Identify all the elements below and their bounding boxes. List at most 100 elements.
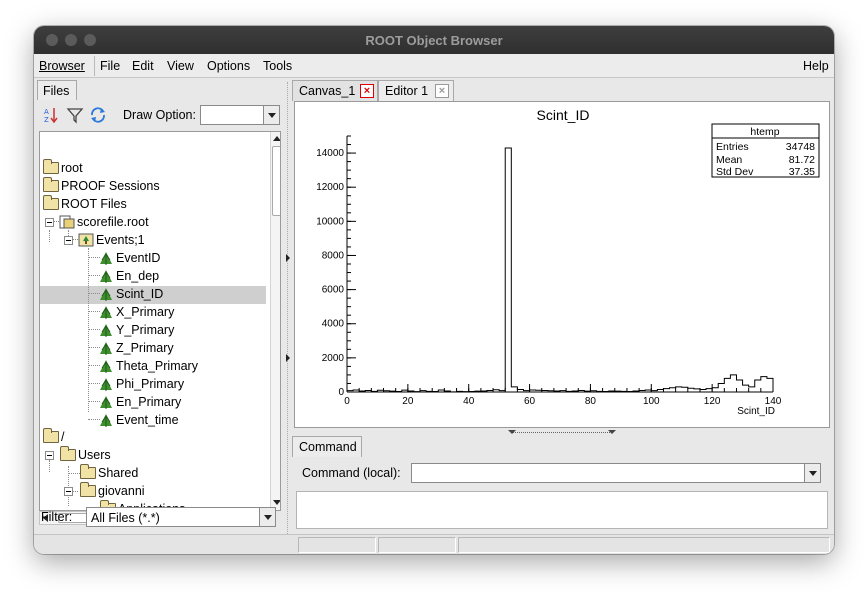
collapse-icon[interactable] <box>64 236 73 245</box>
svg-text:Z: Z <box>44 116 49 124</box>
svg-text:A: A <box>44 108 49 116</box>
collapse-down-icon[interactable] <box>508 430 516 434</box>
collapse-icon[interactable] <box>45 451 54 460</box>
scroll-left-icon[interactable] <box>43 514 48 522</box>
root-file-icon <box>59 215 75 229</box>
tree-item-branch[interactable]: X_Primary <box>40 303 266 321</box>
tab-canvas-1[interactable]: Canvas_1 × <box>292 80 378 101</box>
menu-browser[interactable]: Browser <box>39 59 85 73</box>
tree-item-label: En_dep <box>116 269 160 283</box>
chevron-down-icon[interactable] <box>263 106 279 124</box>
tree-item-branch[interactable]: Theta_Primary <box>40 357 266 375</box>
draw-option-select[interactable] <box>200 105 280 125</box>
x-tick-label: 0 <box>344 396 350 407</box>
tree-item-branch[interactable]: Z_Primary <box>40 339 266 357</box>
tree-item-label: X_Primary <box>116 305 175 319</box>
tree-item-slash[interactable]: / <box>40 428 266 446</box>
stats-entries-value: 34748 <box>786 141 815 153</box>
histogram-bin <box>736 380 742 392</box>
histogram-outline <box>346 147 774 393</box>
close-tab-icon[interactable]: × <box>360 84 374 98</box>
branch-leaf-icon <box>100 252 112 265</box>
tree-item-root[interactable]: root <box>40 159 266 177</box>
menu-view[interactable]: View <box>167 59 194 73</box>
tree-item-branch[interactable]: Y_Primary <box>40 321 266 339</box>
histogram-chart[interactable]: Scint_ID 0 20 40 60 80 100 120 140 0 2000 4000 6000… <box>295 102 829 427</box>
tree-item-branch[interactable]: En_dep <box>40 267 266 285</box>
tree-item-proof-sessions[interactable]: PROOF Sessions <box>40 177 266 195</box>
tree-item-root-files[interactable]: ROOT Files <box>40 195 266 213</box>
branch-leaf-icon <box>100 324 112 337</box>
tree-object-icon <box>78 233 94 247</box>
tree-item-label: Events;1 <box>96 233 145 247</box>
menu-tools[interactable]: Tools <box>263 59 292 73</box>
tab-command[interactable]: Command <box>292 436 362 457</box>
tree-item-branch[interactable]: Phi_Primary <box>40 375 266 393</box>
canvas-1[interactable]: Scint_ID 0 20 40 60 80 100 120 140 0 2000 4000 6000… <box>294 101 830 428</box>
collapse-icon[interactable] <box>64 487 73 496</box>
tree-vertical-scrollbar[interactable] <box>270 132 280 510</box>
tree-item-label: scorefile.root <box>77 215 149 229</box>
collapse-icon[interactable] <box>45 218 54 227</box>
refresh-icon[interactable] <box>89 106 107 124</box>
menu-edit-label: Edit <box>132 59 154 73</box>
tree-item-label: root <box>61 161 83 175</box>
panel-splitter[interactable] <box>287 82 288 534</box>
tree-item-branch[interactable]: En_Primary <box>40 393 266 411</box>
tab-files[interactable]: Files <box>37 80 77 100</box>
file-tree[interactable]: root PROOF Sessions ROOT Files scorefile… <box>39 131 281 511</box>
scrollbar-thumb[interactable] <box>272 146 280 216</box>
sort-az-icon[interactable]: A Z <box>42 106 60 124</box>
histogram-bin <box>676 387 682 392</box>
stats-mean-value: 81.72 <box>789 154 815 166</box>
minimize-window-icon[interactable] <box>65 34 77 46</box>
zoom-window-icon[interactable] <box>84 34 96 46</box>
expand-right-icon[interactable] <box>286 254 290 262</box>
tree-item-events[interactable]: Events;1 <box>40 231 266 249</box>
tree-item-users[interactable]: Users <box>40 446 266 464</box>
filter-value: All Files (*.*) <box>91 511 160 525</box>
scroll-up-icon[interactable] <box>273 136 280 141</box>
y-tick-label: 14000 <box>316 148 344 159</box>
command-input[interactable] <box>411 463 821 483</box>
expand-right-icon[interactable] <box>286 354 290 362</box>
tab-editor-1[interactable]: Editor 1 × <box>378 80 454 101</box>
tree-item-branch[interactable]: Event_time <box>40 411 266 429</box>
close-tab-icon[interactable]: × <box>435 84 449 98</box>
tree-item-label: Theta_Primary <box>116 359 198 373</box>
chevron-down-icon[interactable] <box>259 508 275 526</box>
tree-item-label: / <box>61 430 65 444</box>
filter-icon[interactable] <box>66 106 84 124</box>
collapse-down-icon[interactable] <box>608 430 616 434</box>
branch-leaf-icon <box>100 396 112 409</box>
horizontal-splitter[interactable] <box>512 432 612 433</box>
status-cell <box>458 537 830 553</box>
histogram-bin <box>682 387 688 392</box>
x-tick-label: 40 <box>463 396 475 407</box>
filter-select[interactable]: All Files (*.*) <box>86 507 276 527</box>
histogram-bin <box>511 387 517 392</box>
selected-row-highlight <box>40 286 266 304</box>
tree-item-giovanni[interactable]: giovanni <box>40 482 266 500</box>
chevron-down-icon[interactable] <box>804 464 820 482</box>
menu-help[interactable]: Help <box>803 59 829 73</box>
title-bar: ROOT Object Browser <box>34 26 834 54</box>
branch-leaf-icon <box>100 270 112 283</box>
draw-option-label: Draw Option: <box>123 108 196 122</box>
close-window-icon[interactable] <box>46 34 58 46</box>
menu-options[interactable]: Options <box>207 59 250 73</box>
y-tick-label: 4000 <box>322 319 345 330</box>
branch-leaf-icon <box>100 306 112 319</box>
tree-item-shared[interactable]: Shared <box>40 464 266 482</box>
histogram-bin <box>712 388 718 392</box>
tree-item-branch[interactable]: Scint_ID <box>40 285 266 303</box>
scroll-down-icon[interactable] <box>273 500 280 505</box>
tree-item-applications[interactable]: Applications <box>40 500 266 510</box>
histogram-bin <box>706 389 712 392</box>
menu-file[interactable]: File <box>100 59 120 73</box>
menu-edit[interactable]: Edit <box>132 59 154 73</box>
x-tick-label: 20 <box>402 396 414 407</box>
stats-box[interactable]: htemp Entries 34748 Mean 81.72 Std Dev 3… <box>711 123 820 178</box>
tree-item-scorefile[interactable]: scorefile.root <box>40 213 266 231</box>
tree-item-branch[interactable]: EventID <box>40 249 266 267</box>
